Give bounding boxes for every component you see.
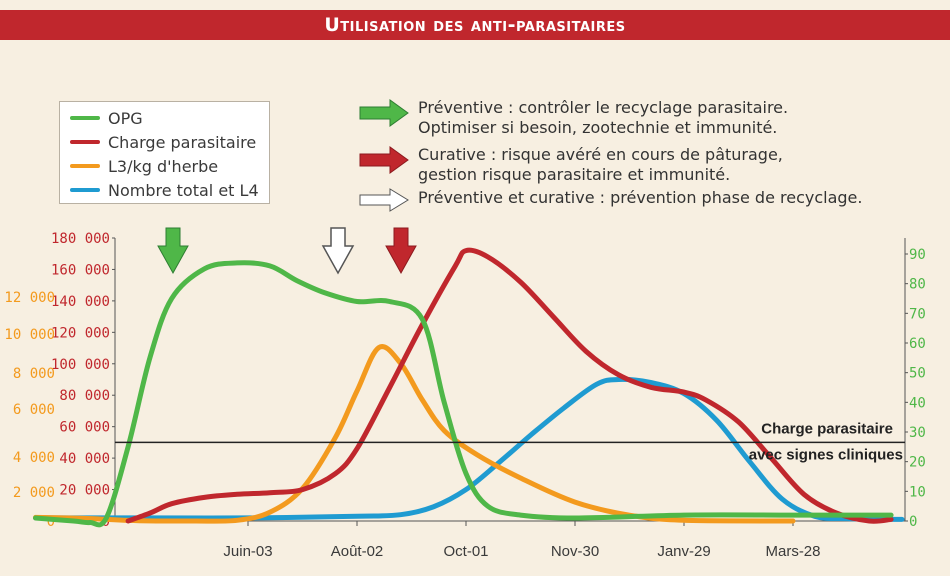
x-tick-label: Janv-29 — [657, 543, 710, 560]
y-left-tick-label: 160 000 — [51, 262, 110, 278]
y-right-tick-label: 90 — [909, 247, 926, 263]
legend-item-charge: Charge parasitaire — [70, 131, 256, 153]
legend: OPG Charge parasitaire L3/kg d'herbe Nom… — [59, 101, 270, 204]
legend-swatch-l4 — [70, 188, 100, 192]
legend-item-opg: OPG — [70, 107, 143, 129]
note-curative: Curative : risque avéré en cours de pâtu… — [358, 145, 783, 185]
legend-label-opg: OPG — [108, 108, 143, 128]
y-orange-tick-label: 10 000 — [4, 327, 55, 343]
y-right-tick-label: 70 — [909, 306, 926, 322]
threshold-label-line-1: Charge parasitaire — [761, 420, 893, 437]
y-right-tick-label: 80 — [909, 277, 926, 293]
legend-swatch-charge — [70, 140, 100, 144]
x-tick-label: Nov-30 — [551, 543, 599, 560]
y-orange-tick-label: 2 000 — [13, 485, 55, 501]
title-bar: Utilisation des anti-parasitaires — [0, 10, 950, 40]
green-down-arrow-icon — [157, 227, 189, 275]
y-right-tick-label: 60 — [909, 336, 926, 352]
y-left-tick-label: 20 000 — [59, 483, 110, 499]
note-preventive-line-1: Préventive : contrôler le recyclage para… — [418, 98, 789, 117]
white-down-arrow-icon — [321, 227, 355, 275]
y-orange-tick-label: 0 — [47, 514, 55, 530]
white-right-arrow-icon — [359, 188, 409, 212]
legend-swatch-l3 — [70, 164, 100, 168]
y-orange-tick-label: 4 000 — [13, 450, 55, 466]
y-right-tick-label: 30 — [909, 425, 926, 441]
legend-item-l4: Nombre total et L4 — [70, 179, 259, 201]
note-curative-line-1: Curative : risque avéré en cours de pâtu… — [418, 145, 783, 164]
note-preventive: Préventive : contrôler le recyclage para… — [358, 98, 788, 138]
y-right-tick-label: 20 — [909, 455, 926, 471]
series-nombre-total-l4-line — [33, 376, 905, 522]
y-orange-tick-label: 6 000 — [13, 402, 55, 418]
threshold-label-line-2: avec signes cliniques — [749, 446, 903, 463]
legend-item-l3: L3/kg d'herbe — [70, 155, 218, 177]
note-preventive-curative: Préventive et curative : prévention phas… — [358, 188, 862, 212]
y-orange-tick-label: 12 000 — [4, 290, 55, 306]
y-left-tick-label: 60 000 — [59, 420, 110, 436]
y-left-tick-label: 40 000 — [59, 451, 110, 467]
y-right-tick-label: 40 — [909, 395, 926, 411]
y-left-tick-label: 80 000 — [59, 388, 110, 404]
y-left-tick-label: 120 000 — [51, 325, 110, 341]
y-orange-tick-label: 8 000 — [13, 366, 55, 382]
red-down-arrow-icon — [385, 227, 417, 275]
series-charge-parasitaire-line — [125, 247, 894, 524]
x-tick-label: Juin-03 — [223, 543, 272, 560]
legend-label-l3: L3/kg d'herbe — [108, 156, 219, 176]
y-left-tick-label: 140 000 — [51, 294, 110, 310]
x-tick-label: Août-02 — [331, 543, 384, 560]
series-opg-line — [33, 260, 894, 528]
y-right-tick-label: 10 — [909, 484, 926, 500]
legend-swatch-opg — [70, 116, 100, 120]
note-preventive-curative-line-1: Préventive et curative : prévention phas… — [418, 188, 863, 207]
x-tick-label: Mars-28 — [765, 543, 820, 560]
x-tick-label: Oct-01 — [443, 543, 488, 560]
y-right-tick-label: 0 — [909, 514, 917, 530]
red-right-arrow-icon — [359, 146, 409, 174]
y-right-tick-label: 50 — [909, 366, 926, 382]
y-left-tick-label: 180 000 — [51, 231, 110, 247]
series-l3-herbe-line — [33, 344, 796, 524]
legend-label-charge: Charge parasitaire — [108, 132, 257, 152]
note-preventive-line-2: Optimiser si besoin, zootechnie et immun… — [418, 118, 778, 137]
green-right-arrow-icon — [359, 99, 409, 127]
note-curative-line-2: gestion risque parasitaire et immunité. — [418, 165, 731, 184]
legend-label-l4: Nombre total et L4 — [108, 180, 259, 200]
chart-title: Utilisation des anti-parasitaires — [324, 14, 626, 36]
y-left-tick-label: 100 000 — [51, 357, 110, 373]
